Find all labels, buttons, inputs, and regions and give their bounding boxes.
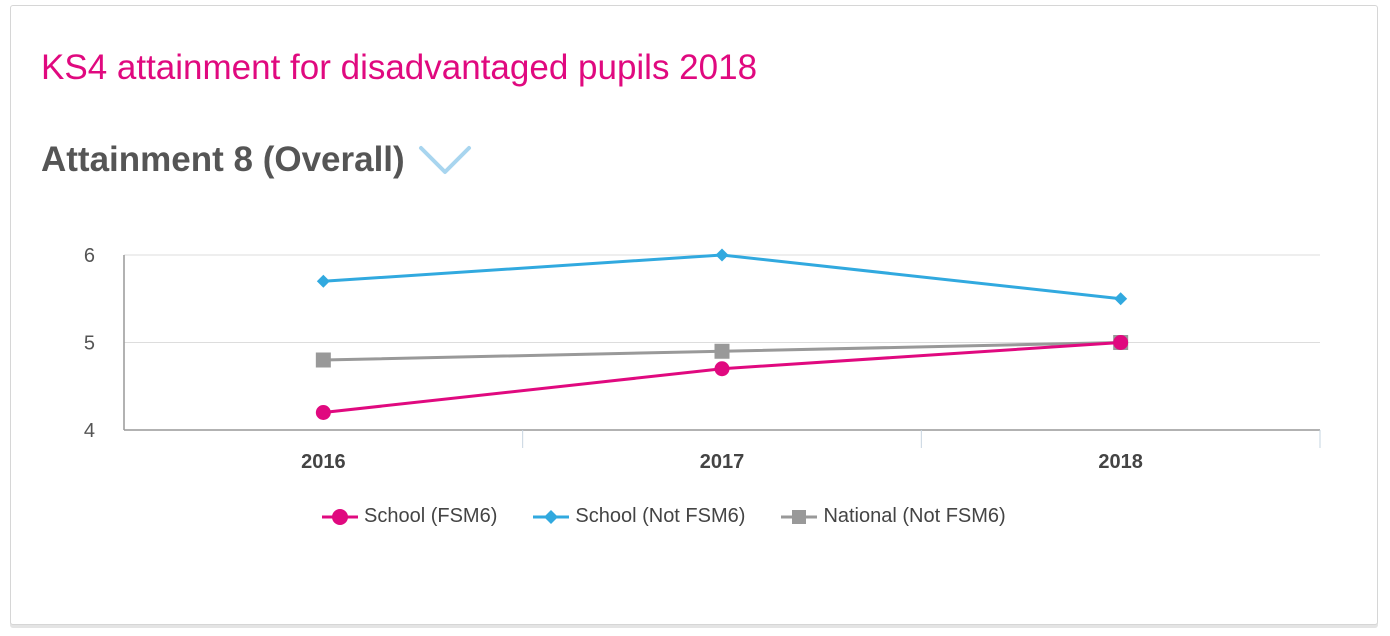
legend-item[interactable]: National (Not FSM6) (781, 505, 1006, 528)
y-tick-label: 4 (84, 420, 95, 442)
legend-marker-icon (781, 509, 818, 524)
data-point (715, 248, 729, 262)
data-point (315, 352, 331, 368)
legend-marker-icon (533, 509, 570, 524)
measure-dropdown[interactable]: Attainment 8 (Overall) (41, 135, 473, 185)
legend-item[interactable]: School (FSM6) (322, 505, 497, 528)
chart-legend: School (FSM6) School (Not FSM6) National (… (322, 505, 1042, 528)
chevron-down-icon[interactable] (417, 144, 473, 176)
data-point (714, 343, 730, 359)
legend-label: National (Not FSM6) (823, 505, 1006, 527)
x-tick-label: 2018 (1098, 451, 1143, 473)
measure-label: Attainment 8 (Overall) (41, 140, 405, 179)
chart-title: KS4 attainment for disadvantaged pupils … (41, 48, 758, 87)
x-tick-label: 2016 (301, 451, 346, 473)
legend-label: School (Not FSM6) (575, 505, 746, 527)
data-point (315, 405, 331, 420)
line-chart: 4 5 6 2016 2017 2018 (84, 245, 1321, 473)
data-point (316, 274, 330, 288)
chart-card (10, 5, 1378, 625)
legend-label: School (FSM6) (364, 505, 498, 527)
y-tick-label: 5 (84, 333, 95, 355)
data-point (714, 361, 730, 377)
legend-marker-icon (322, 508, 358, 525)
data-point (1114, 292, 1128, 306)
y-tick-label: 6 (84, 245, 95, 267)
series-line (323, 253, 1121, 301)
legend-item[interactable]: School (Not FSM6) (533, 505, 745, 528)
data-point (1113, 335, 1129, 350)
x-tick-label: 2017 (700, 451, 745, 473)
